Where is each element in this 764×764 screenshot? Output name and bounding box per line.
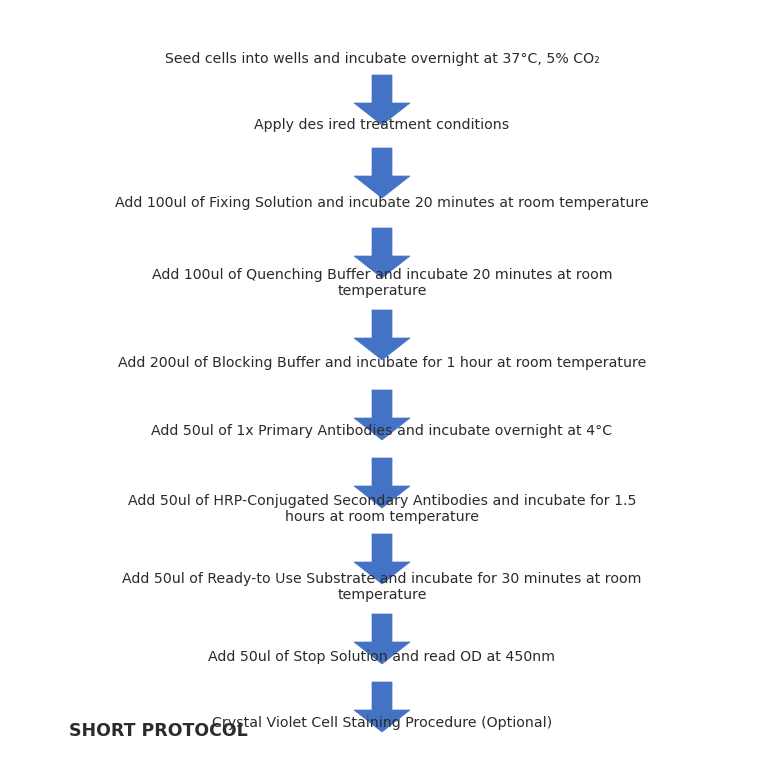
Polygon shape <box>354 75 410 125</box>
Text: Add 50ul of 1x Primary Antibodies and incubate overnight at 4°C: Add 50ul of 1x Primary Antibodies and in… <box>151 424 613 438</box>
Text: Add 50ul of HRP-Conjugated Secondary Antibodies and incubate for 1.5
hours at ro: Add 50ul of HRP-Conjugated Secondary Ant… <box>128 494 636 524</box>
Text: SHORT PROTOCOL: SHORT PROTOCOL <box>69 721 248 740</box>
Text: Add 50ul of Stop Solution and read OD at 450nm: Add 50ul of Stop Solution and read OD at… <box>209 650 555 664</box>
Polygon shape <box>354 614 410 664</box>
Text: Apply des ired treatment conditions: Apply des ired treatment conditions <box>254 118 510 132</box>
Text: Add 50ul of Ready-to Use Substrate and incubate for 30 minutes at room
temperatu: Add 50ul of Ready-to Use Substrate and i… <box>122 572 642 602</box>
Polygon shape <box>354 458 410 508</box>
Text: Add 200ul of Blocking Buffer and incubate for 1 hour at room temperature: Add 200ul of Blocking Buffer and incubat… <box>118 356 646 370</box>
Polygon shape <box>354 682 410 732</box>
Text: Add 100ul of Quenching Buffer and incubate 20 minutes at room
temperature: Add 100ul of Quenching Buffer and incuba… <box>152 268 612 298</box>
Polygon shape <box>354 390 410 440</box>
Polygon shape <box>354 534 410 584</box>
Polygon shape <box>354 148 410 198</box>
Text: Crystal Violet Cell Staining Procedure (Optional): Crystal Violet Cell Staining Procedure (… <box>212 716 552 730</box>
Polygon shape <box>354 310 410 360</box>
Polygon shape <box>354 228 410 278</box>
Text: Add 100ul of Fixing Solution and incubate 20 minutes at room temperature: Add 100ul of Fixing Solution and incubat… <box>115 196 649 210</box>
Text: Seed cells into wells and incubate overnight at 37°C, 5% CO₂: Seed cells into wells and incubate overn… <box>164 52 600 66</box>
